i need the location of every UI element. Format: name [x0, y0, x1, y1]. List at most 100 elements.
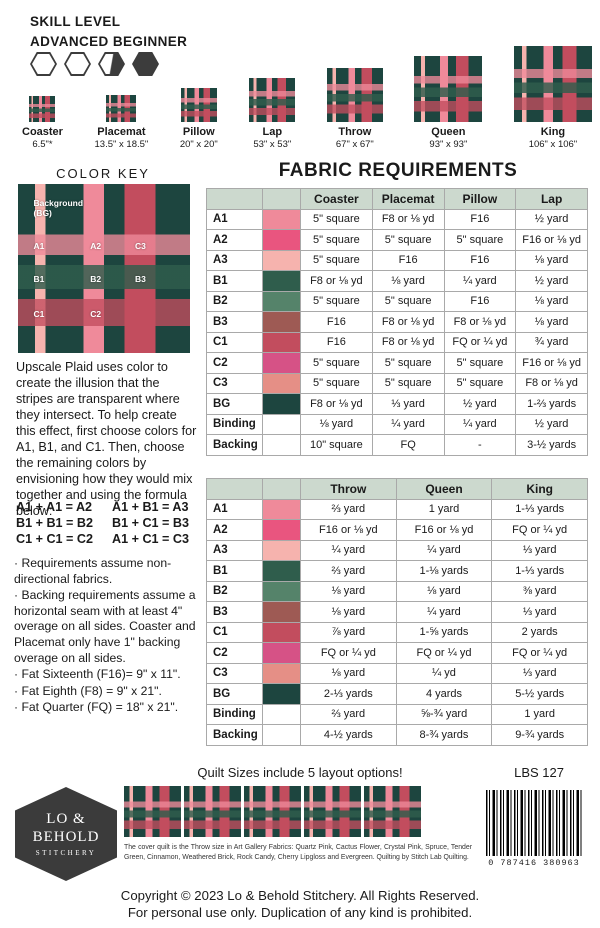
requirement-cell: ½ yard [443, 393, 517, 415]
color-key-label-c2: C2 [90, 309, 102, 320]
requirement-cell: ⅔ yard [300, 703, 397, 725]
table-row: B3 F16 F8 or ⅛ yd F8 or ⅛ yd ⅛ yard [206, 311, 588, 333]
note-item: · Requirements assume non-directional fa… [14, 556, 172, 586]
requirement-cell: ⅞ yard [300, 621, 397, 643]
fabric-swatch [262, 372, 301, 394]
row-label: C3 [206, 372, 263, 394]
row-label: C1 [206, 621, 263, 643]
requirement-cell: FQ [371, 434, 445, 456]
requirement-cell: - [443, 434, 517, 456]
color-key-label-b3: B3 [134, 273, 146, 284]
requirement-cell: 4 yards [395, 683, 493, 705]
requirement-cell: ¼ yard [443, 413, 517, 435]
requirement-cell: 1-⅓ yards [491, 560, 588, 582]
color-formula: A1 + A1 = A2 A1 + B1 = A3 B1 + B1 = B2 B1 +… [16, 500, 202, 546]
requirement-cell: 1-⅓ yards [491, 498, 588, 520]
row-label: Backing [206, 434, 263, 456]
table-row: B1 ⅔ yard 1-⅛ yards 1-⅓ yards [206, 560, 588, 582]
requirement-cell: ⅓ yard [491, 601, 588, 623]
row-label: B2 [206, 290, 263, 312]
column-header: Queen [395, 478, 493, 500]
size-name: Coaster [22, 126, 63, 138]
logo-line1: LO & [46, 811, 86, 828]
hexagon-empty-icon [30, 52, 57, 76]
requirement-cell: 5" square [443, 229, 517, 251]
column-header: Pillow [443, 188, 517, 210]
table-row: A3 ¼ yard ¼ yard ⅓ yard [206, 539, 588, 561]
requirement-cell: FQ or ¼ yd [395, 642, 493, 664]
note-item: · Fat Quarter (FQ) = 18" x 21". [14, 700, 179, 715]
requirement-cell: F16 or ⅛ yd [515, 352, 588, 374]
skill-level-label: SKILL LEVEL [30, 14, 121, 29]
requirement-cell: ½ yard [515, 270, 588, 292]
column-header: Throw [300, 478, 397, 500]
row-label: A2 [206, 519, 263, 541]
pattern-sku: LBS 127 [514, 765, 564, 780]
requirement-cell: ⅓ yard [371, 393, 445, 415]
table-row: Backing 10" square FQ -3-½ yards [206, 434, 588, 456]
table-row: C2 5" square 5" square 5" square F16 or ⅛ yd [206, 352, 588, 374]
table-row: B1 F8 or ⅛ yd ⅛ yard ¼ yard ½ yard [206, 270, 588, 292]
table-row: Binding ⅔ yard ⅝-¾ yard 1 yard [206, 703, 588, 725]
requirement-cell: ⅛ yard [395, 580, 493, 602]
requirement-cell: F16 or ⅛ yd [395, 519, 493, 541]
fabric-swatch [262, 539, 301, 561]
requirement-cell: F8 or ⅛ yd [371, 331, 445, 353]
fabric-swatch [262, 311, 301, 333]
skill-level-hexagons [30, 52, 159, 76]
table-header-row: Throw Queen King [206, 478, 588, 500]
fabric-swatch [262, 724, 301, 746]
requirement-cell: ½ yard [515, 413, 588, 435]
copyright-line2: For personal use only. Duplication of an… [127, 904, 473, 920]
table-row: C3 5" square 5" square 5" square F8 or ⅛ yd [206, 372, 588, 394]
column-header: Lap [515, 188, 588, 210]
requirement-cell: ⅛ yard [371, 270, 445, 292]
table-row: B2 ⅛ yard ⅛ yard ⅜ yard [206, 580, 588, 602]
requirement-cell: ¼ yard [371, 413, 445, 435]
plaid-swatch [29, 96, 56, 122]
size-name: Placemat [97, 126, 146, 138]
requirement-cell: F8 or ⅛ yd [300, 393, 373, 415]
requirement-cell: ⅛ yard [515, 249, 588, 271]
row-label: A2 [206, 229, 263, 251]
fabric-swatch [262, 703, 301, 725]
requirement-cell: ⅛ yard [300, 662, 397, 684]
plaid-swatch [326, 68, 383, 122]
formula-line: B1 + B1 = B2 [16, 516, 94, 530]
row-label: C2 [206, 352, 263, 374]
requirement-cell: F16 or ⅛ yd [515, 229, 588, 251]
requirements-table-small: Coaster Placemat Pillow Lap A1 5" square F8 or… [206, 188, 588, 456]
requirement-cell: 4-½ yards [300, 724, 397, 746]
requirement-cell: 8-¾ yards [395, 724, 493, 746]
fabric-table: Coaster Placemat Pillow Lap A1 5" square F8 or… [206, 188, 588, 456]
formula-line: A1 + A1 = A2 [16, 500, 93, 514]
color-key-title: COLOR KEY [56, 166, 150, 181]
requirement-cell: 5" square [443, 352, 517, 374]
size-dims: 20" x 20" [179, 139, 218, 150]
formula-line: C1 + C1 = C2 [16, 532, 94, 546]
fabric-swatch [262, 662, 301, 684]
hexagon-filled-icon [132, 52, 159, 76]
fabric-swatch [262, 560, 301, 582]
requirement-cell: F8 or ⅛ yd [371, 311, 445, 333]
table-row: BG 2-⅓ yards 4 yards 5-½ yards [206, 683, 588, 705]
size-item-placemat: Placemat 13.5" x 18.5" [95, 95, 148, 150]
row-label: Binding [206, 703, 263, 725]
size-item-coaster: Coaster 6.5"* [22, 96, 63, 150]
color-key-label-a1: A1 [33, 241, 45, 252]
requirement-cell: F8 or ⅛ yd [300, 270, 373, 292]
barcode-bars [486, 790, 582, 856]
requirement-cell: ⅛ yard [300, 580, 397, 602]
quilt-layout-thumbnail [124, 786, 181, 837]
table-row: A1 5" square F8 or ⅛ yd F16 ½ yard [206, 208, 588, 230]
row-label: Binding [206, 413, 263, 435]
table-row: Binding ⅛ yard ¼ yard ¼ yard ½ yard [206, 413, 588, 435]
requirement-cell: F16 [443, 208, 517, 230]
quilt-layout-thumbnail [304, 786, 361, 837]
requirement-cell: 2 yards [491, 621, 588, 643]
brand-logo: LO & BEHOLD STITCHERY [15, 787, 117, 881]
size-name: Lap [262, 126, 283, 138]
logo-line3: STITCHERY [35, 848, 97, 857]
requirement-cell: 5" square [300, 229, 373, 251]
requirement-notes: · Requirements assume non-directional fa… [14, 556, 202, 717]
